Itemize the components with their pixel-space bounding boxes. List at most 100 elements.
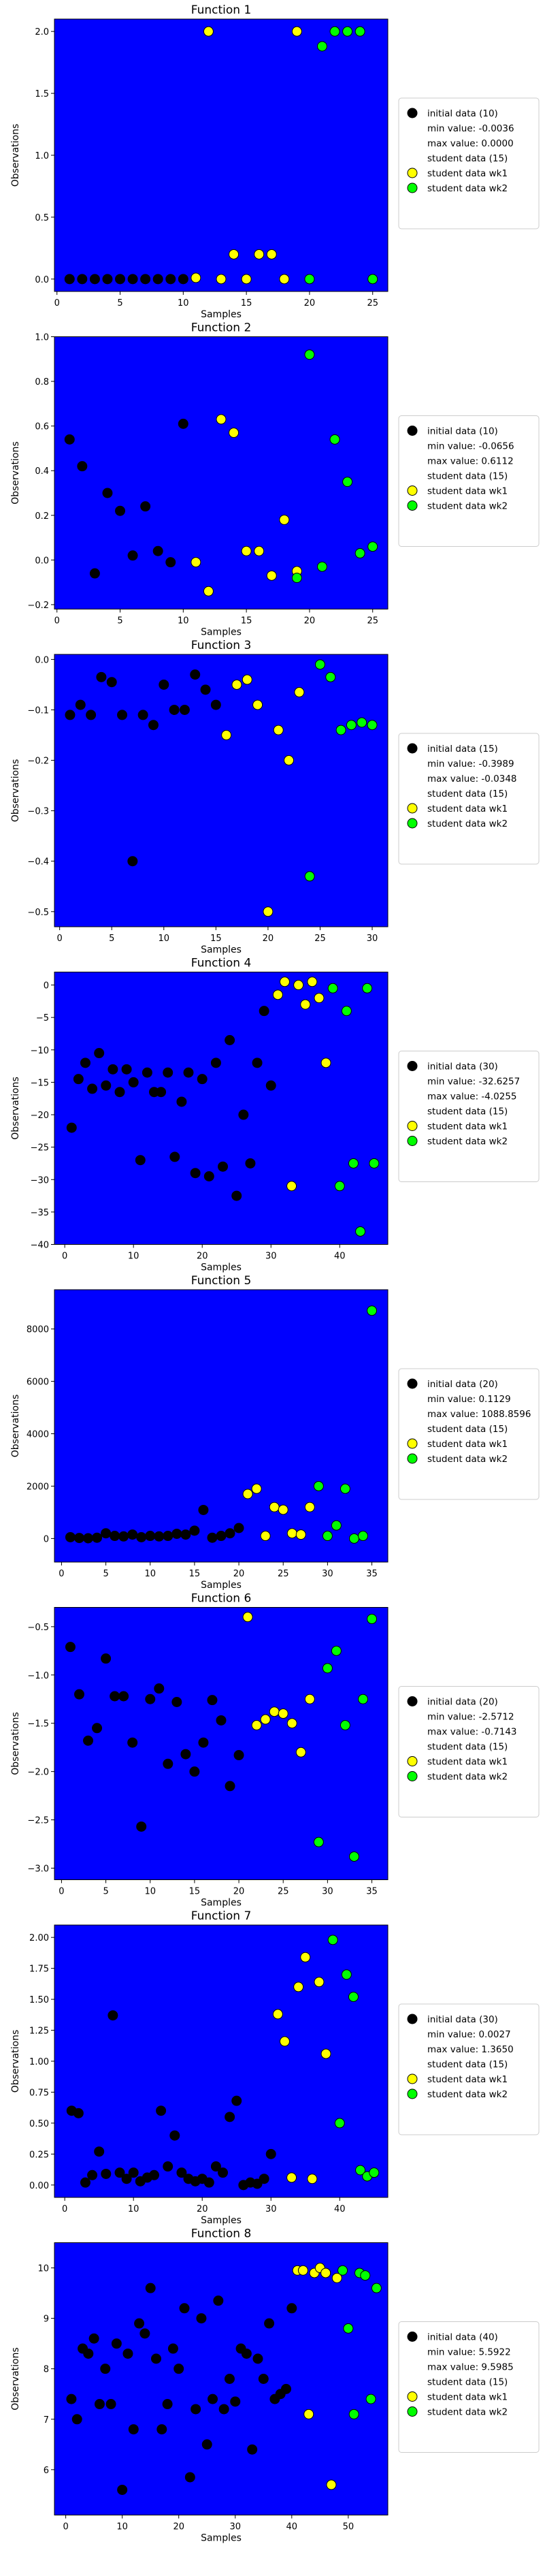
data-point <box>139 2328 150 2339</box>
legend-wk2-marker <box>407 1453 418 1464</box>
data-point <box>154 1531 165 1542</box>
data-point <box>354 26 365 37</box>
data-point <box>73 1689 84 1700</box>
data-point <box>94 2399 105 2410</box>
legend-max-label: max value: -0.7143 <box>427 1727 517 1738</box>
x-tick-label: 20 <box>233 1569 245 1579</box>
x-tick-label: 0 <box>54 616 60 626</box>
legend-initial-marker <box>407 1696 418 1706</box>
plot-area <box>54 19 388 291</box>
data-point <box>163 1531 174 1542</box>
y-tick-label: −20 <box>31 1111 49 1121</box>
data-point <box>134 2318 145 2329</box>
data-point <box>140 501 151 512</box>
data-point <box>325 671 336 682</box>
chart-title: Function 7 <box>191 1909 252 1923</box>
x-tick-label: 10 <box>128 2204 139 2214</box>
legend-student-label: student data (15) <box>427 1107 508 1117</box>
series-wk1 <box>191 26 302 285</box>
data-point <box>110 1691 120 1702</box>
series-wk2 <box>337 2265 382 2419</box>
data-point <box>322 1663 333 1674</box>
legend-wk1-label: student data wk1 <box>427 2074 508 2085</box>
legend-min-label: min value: 0.1129 <box>427 1394 511 1405</box>
data-point <box>197 1074 208 1085</box>
data-point <box>367 274 378 285</box>
chart-function-6: Function 6 0 5 10 15 20 25 30 35 −3.0 −2.5 −2.0 −1.5… <box>10 1592 540 1909</box>
data-point <box>225 2112 235 2122</box>
series-initial <box>65 1504 244 1544</box>
data-point <box>110 1531 120 1542</box>
y-tick-label: −0.4 <box>27 857 49 868</box>
data-point <box>367 541 378 552</box>
data-point <box>259 2174 269 2184</box>
x-tick-label: 10 <box>178 616 189 626</box>
data-point <box>225 1528 235 1539</box>
data-point <box>238 1109 249 1120</box>
legend-min-label: min value: -0.0656 <box>427 441 514 452</box>
data-point <box>136 1821 147 1832</box>
series-wk2 <box>327 983 380 1237</box>
data-point <box>331 1645 342 1656</box>
data-point <box>216 1715 227 1726</box>
data-point <box>180 1529 191 1540</box>
legend-wk1-label: student data wk1 <box>427 1122 508 1132</box>
data-point <box>273 725 284 735</box>
y-tick-label: 1.0 <box>35 151 49 161</box>
legend-box <box>398 2003 540 2135</box>
data-point <box>242 1489 253 1499</box>
legend-student-label: student data (15) <box>427 153 508 164</box>
data-point <box>297 2265 308 2276</box>
legend-box <box>398 415 540 547</box>
legend-min-label: min value: 5.5922 <box>427 2347 511 2358</box>
data-point <box>117 2484 128 2495</box>
chart-function-4: Function 4 0 10 20 30 40 −40 −35 −30 −25 −20 −15 −10… <box>10 957 540 1273</box>
data-point <box>369 1158 380 1168</box>
y-tick-label: 0.8 <box>35 377 49 387</box>
legend-max-label: max value: 0.0000 <box>427 138 514 149</box>
x-tick-label: 40 <box>334 1252 346 1262</box>
legend-initial-label: initial data (10) <box>427 108 498 119</box>
data-point <box>348 1851 359 1862</box>
data-point <box>266 570 277 581</box>
data-point <box>114 2167 125 2178</box>
data-point <box>327 1935 338 1945</box>
y-tick-label: 2000 <box>27 1482 49 1492</box>
x-tick-label: 10 <box>144 1887 156 1897</box>
data-point <box>320 2048 331 2059</box>
legend-wk2-marker <box>407 1771 418 1781</box>
x-axis-label: Samples <box>201 1580 242 1591</box>
legend-initial-marker <box>407 426 418 436</box>
x-tick-label: 10 <box>128 1252 139 1262</box>
data-point <box>136 1531 147 1542</box>
y-tick-label: −0.3 <box>27 807 49 817</box>
legend-initial-marker <box>407 743 418 754</box>
legend-min-label: min value: -0.3989 <box>427 759 514 769</box>
data-point <box>242 674 252 685</box>
data-point <box>218 2167 229 2178</box>
data-point <box>203 2177 214 2188</box>
x-tick-label: 20 <box>233 1887 245 1897</box>
data-point <box>189 1766 200 1777</box>
chart-title: Function 5 <box>191 1274 252 1288</box>
chart-title: Function 3 <box>191 639 252 652</box>
data-point <box>233 1523 244 1533</box>
data-point <box>263 906 274 917</box>
x-tick-label: 40 <box>334 2204 346 2214</box>
series-wk2 <box>327 1935 380 2182</box>
data-point <box>218 1161 229 1172</box>
legend-initial-marker <box>407 1061 418 1071</box>
data-point <box>64 434 75 445</box>
data-point <box>65 1642 76 1653</box>
data-point <box>337 2265 348 2276</box>
x-axis-label: Samples <box>201 1262 242 1273</box>
legend-wk1-marker <box>407 486 418 496</box>
data-point <box>269 1706 280 1717</box>
data-point <box>316 561 327 572</box>
data-point <box>295 1747 306 1758</box>
data-point <box>360 2270 371 2281</box>
data-point <box>231 2095 242 2106</box>
legend: initial data (10) min value: -0.0036 max v… <box>398 97 540 229</box>
data-point <box>191 272 201 283</box>
